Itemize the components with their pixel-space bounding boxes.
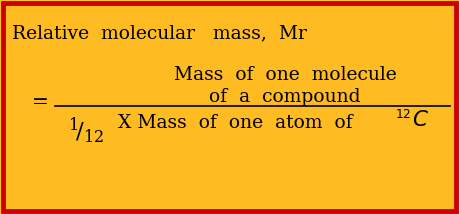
Text: Mass  of  one  molecule: Mass of one molecule bbox=[174, 66, 397, 84]
Text: of  a  compound: of a compound bbox=[209, 88, 361, 106]
Text: $^{12}$: $^{12}$ bbox=[395, 111, 411, 128]
Text: X Mass  of  one  atom  of: X Mass of one atom of bbox=[118, 114, 353, 132]
Text: $\mathit{C}$: $\mathit{C}$ bbox=[412, 109, 429, 131]
Text: =: = bbox=[32, 92, 49, 111]
Text: Relative  molecular   mass,  Mr: Relative molecular mass, Mr bbox=[12, 24, 307, 42]
Text: $\mathregular{^1\!/_{12}}$: $\mathregular{^1\!/_{12}}$ bbox=[68, 116, 104, 146]
